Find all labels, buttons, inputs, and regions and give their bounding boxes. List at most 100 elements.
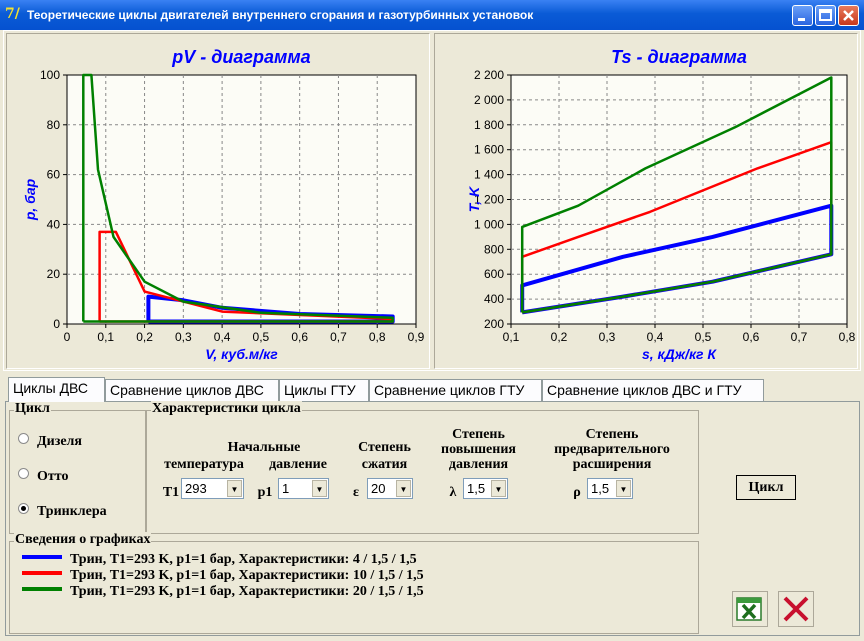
t1-select[interactable]: 293 ▼ bbox=[181, 478, 244, 499]
x-tick-label: 0,8 bbox=[839, 330, 856, 344]
chevron-down-icon[interactable]: ▼ bbox=[396, 480, 411, 497]
app-icon: 7/ bbox=[5, 6, 20, 22]
y-axis-label: p, бар bbox=[22, 178, 38, 221]
y-axis-label: T, K bbox=[466, 186, 482, 212]
x-tick-label: 0,3 bbox=[599, 330, 616, 344]
p1-select[interactable]: 1 ▼ bbox=[278, 478, 329, 499]
tab-ice-cycles[interactable]: Циклы ДВС bbox=[8, 377, 105, 402]
y-tick-label: 2 200 bbox=[474, 68, 504, 82]
pre-expansion-header-1: Степень bbox=[585, 427, 639, 442]
chevron-down-icon[interactable]: ▼ bbox=[227, 480, 242, 497]
info-row: Трин, T1=293 K, p1=1 бар, Характеристики… bbox=[22, 584, 424, 600]
title-bar[interactable]: 7/ Теоретические циклы двигателей внутре… bbox=[0, 0, 864, 30]
rho-select[interactable]: 1,5 ▼ bbox=[587, 478, 633, 499]
chevron-down-icon[interactable]: ▼ bbox=[616, 480, 631, 497]
excel-icon bbox=[736, 597, 762, 621]
window-title: Теоретические циклы двигателей внутренне… bbox=[27, 8, 534, 22]
x-tick-label: 0,6 bbox=[743, 330, 760, 344]
info-row-text: Трин, T1=293 K, p1=1 бар, Характеристики… bbox=[70, 584, 424, 599]
eps-select[interactable]: 20 ▼ bbox=[367, 478, 413, 499]
info-group-label: Сведения о графиках bbox=[14, 532, 152, 548]
x-tick-label: 0,8 bbox=[369, 330, 386, 344]
maximize-button[interactable] bbox=[815, 5, 836, 26]
radio-trinkler[interactable]: Тринклера bbox=[18, 503, 107, 520]
chart-title: Ts - диаграмма bbox=[611, 47, 747, 67]
cycle-group: Цикл Дизеля Отто Тринклера bbox=[9, 401, 146, 534]
x-axis-label: s, кДж/кг К bbox=[642, 346, 717, 362]
rho-label: ρ bbox=[573, 485, 581, 500]
tab-ice-comparison[interactable]: Сравнение циклов ДВС bbox=[105, 379, 279, 401]
radio-diesel[interactable]: Дизеля bbox=[18, 433, 82, 450]
characteristics-group-label: Характеристики цикла bbox=[151, 401, 302, 417]
ts-chart-panel: 0,1 0,2 0,3 0,4 0,5 0,6 0,7 0,8 200 400 600 800 1 00… bbox=[434, 33, 858, 369]
series-swatch-red bbox=[22, 571, 62, 575]
y-tick-label: 40 bbox=[47, 217, 61, 231]
close-window-button[interactable] bbox=[838, 5, 859, 26]
temperature-header: температура bbox=[164, 457, 244, 472]
close-icon bbox=[843, 10, 854, 21]
y-tick-label: 600 bbox=[484, 267, 504, 281]
y-tick-label: 1 800 bbox=[474, 118, 504, 132]
y-tick-label: 1 600 bbox=[474, 143, 504, 157]
radio-diesel-label: Дизеля bbox=[37, 434, 82, 449]
radio-diesel-indicator[interactable] bbox=[18, 433, 29, 444]
tab-ice-gtu-comparison[interactable]: Сравнение циклов ДВС и ГТУ bbox=[542, 379, 764, 401]
minimize-icon bbox=[798, 18, 805, 21]
radio-trinkler-indicator[interactable] bbox=[18, 503, 29, 514]
series-swatch-blue bbox=[22, 555, 62, 559]
y-tick-label: 1 400 bbox=[474, 168, 504, 182]
x-tick-label: 0,1 bbox=[97, 330, 114, 344]
minimize-button[interactable] bbox=[792, 5, 813, 26]
cycle-button[interactable]: Цикл bbox=[736, 475, 796, 500]
x-tick-label: 0,3 bbox=[175, 330, 192, 344]
series-swatch-green bbox=[22, 587, 62, 591]
ts-chart: 0,1 0,2 0,3 0,4 0,5 0,6 0,7 0,8 200 400 600 800 1 00… bbox=[466, 47, 856, 362]
tab-gtu-cycles[interactable]: Циклы ГТУ bbox=[279, 379, 369, 401]
radio-otto-indicator[interactable] bbox=[18, 468, 29, 479]
chevron-down-icon[interactable]: ▼ bbox=[491, 480, 506, 497]
x-tick-label: 0,7 bbox=[791, 330, 808, 344]
y-tick-label: 20 bbox=[47, 267, 61, 281]
y-tick-label: 60 bbox=[47, 168, 61, 182]
rho-value: 1,5 bbox=[591, 481, 610, 496]
maximize-icon bbox=[819, 9, 832, 21]
info-row: Трин, T1=293 K, p1=1 бар, Характеристики… bbox=[22, 552, 417, 568]
eps-label: ε bbox=[353, 485, 359, 500]
x-tick-label: 0 bbox=[64, 330, 71, 344]
clear-charts-button[interactable] bbox=[778, 591, 814, 627]
y-tick-label: 100 bbox=[40, 68, 60, 82]
radio-trinkler-label: Тринклера bbox=[37, 504, 107, 519]
chevron-down-icon[interactable]: ▼ bbox=[312, 480, 327, 497]
y-tick-label: 2 000 bbox=[474, 93, 504, 107]
pressure-rise-header-1: Степень bbox=[452, 427, 505, 442]
p1-value: 1 bbox=[282, 481, 290, 496]
pv-chart: 0 0,1 0,2 0,3 0,4 0,5 0,6 0,7 0,8 0,9 0 20 40 60 80 100… bbox=[22, 47, 425, 362]
series-line bbox=[520, 76, 833, 314]
pressure-header: давление bbox=[269, 457, 327, 472]
x-tick-label: 0,2 bbox=[551, 330, 568, 344]
tab-gtu-comparison[interactable]: Сравнение циклов ГТУ bbox=[369, 379, 542, 401]
info-group: Сведения о графиках Трин, T1=293 K, p1=1… bbox=[9, 532, 699, 634]
y-tick-label: 400 bbox=[484, 292, 504, 306]
y-tick-label: 1 200 bbox=[474, 193, 504, 207]
charts-frame: 0 0,1 0,2 0,3 0,4 0,5 0,6 0,7 0,8 0,9 0 20 40 60 80 100… bbox=[3, 30, 861, 371]
export-excel-button[interactable] bbox=[732, 591, 768, 627]
x-tick-label: 0,2 bbox=[136, 330, 153, 344]
y-tick-label: 800 bbox=[484, 242, 504, 256]
delete-icon bbox=[783, 596, 809, 622]
cycle-group-label: Цикл bbox=[14, 401, 51, 417]
lambda-select[interactable]: 1,5 ▼ bbox=[463, 478, 508, 499]
info-row-text: Трин, T1=293 K, p1=1 бар, Характеристики… bbox=[70, 552, 417, 567]
x-tick-label: 0,6 bbox=[291, 330, 308, 344]
y-tick-label: 1 000 bbox=[474, 217, 504, 231]
radio-otto-label: Отто bbox=[37, 469, 69, 484]
lambda-label: λ bbox=[449, 485, 457, 500]
radio-otto[interactable]: Отто bbox=[18, 468, 68, 485]
pre-expansion-header-2: предварительного bbox=[554, 442, 670, 457]
tab-page-ice-cycles: Цикл Дизеля Отто Тринклера Характеристик… bbox=[5, 401, 860, 636]
x-tick-label: 0,9 bbox=[408, 330, 425, 344]
x-tick-label: 0,7 bbox=[330, 330, 347, 344]
pressure-rise-header-2: повышения bbox=[441, 442, 516, 457]
pressure-rise-header-3: давления bbox=[448, 457, 509, 472]
series-line bbox=[82, 73, 394, 323]
